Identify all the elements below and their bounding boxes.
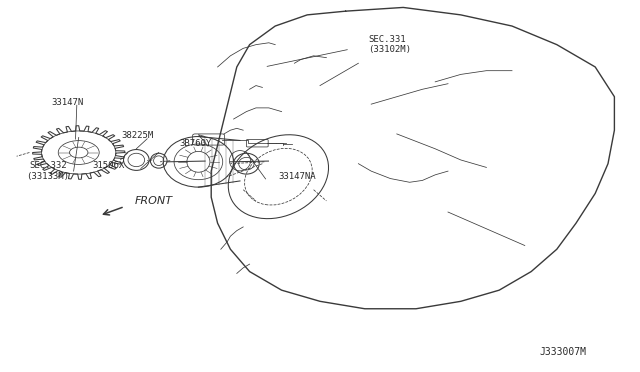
Text: 38225M: 38225M bbox=[122, 131, 154, 140]
Text: 33147N: 33147N bbox=[51, 98, 83, 107]
Text: 31506X: 31506X bbox=[93, 161, 125, 170]
Text: 3B760Y: 3B760Y bbox=[179, 139, 211, 148]
Text: J333007M: J333007M bbox=[540, 347, 587, 357]
Text: SEC.332
(33133M): SEC.332 (33133M) bbox=[26, 161, 70, 181]
Text: 33147NA: 33147NA bbox=[278, 172, 316, 181]
Text: SEC.331
(33102M): SEC.331 (33102M) bbox=[368, 35, 411, 54]
Text: FRONT: FRONT bbox=[134, 196, 172, 206]
